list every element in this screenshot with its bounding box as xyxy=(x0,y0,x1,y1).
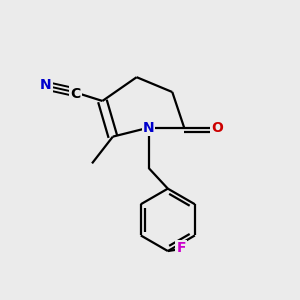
Text: N: N xyxy=(40,78,52,92)
Text: O: O xyxy=(211,121,223,135)
Text: N: N xyxy=(143,121,154,135)
Text: F: F xyxy=(176,241,186,255)
Text: C: C xyxy=(70,86,81,100)
